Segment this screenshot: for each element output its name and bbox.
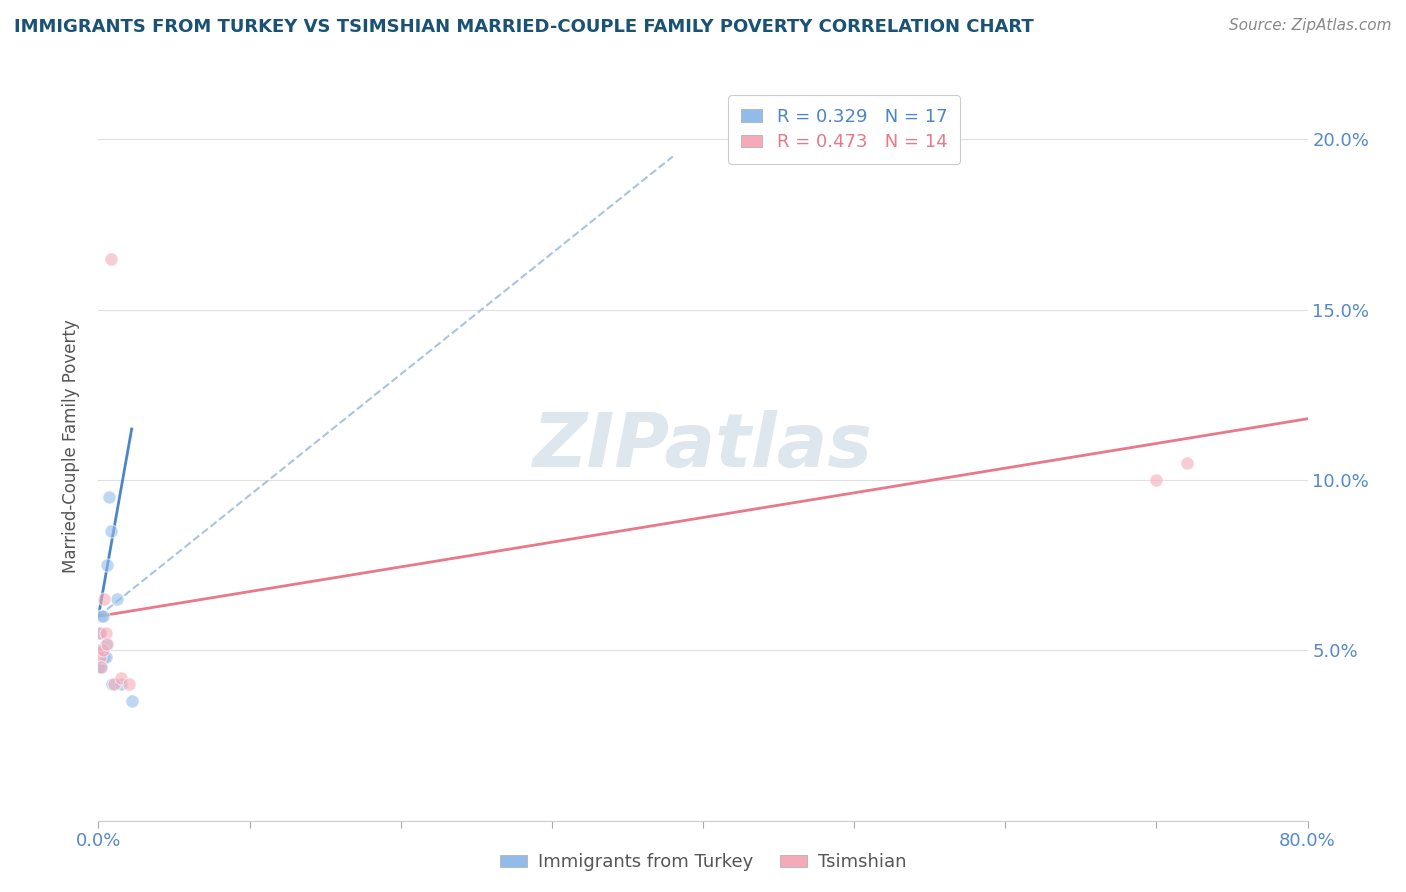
Point	[90, 660, 112, 674]
Y-axis label: Married-Couple Family Poverty: Married-Couple Family Poverty	[62, 319, 80, 573]
Point	[100, 252, 122, 266]
Point	[1175, 456, 1198, 470]
Point	[90, 609, 112, 624]
Point	[110, 677, 132, 691]
Point	[94, 650, 117, 665]
Point	[89, 626, 111, 640]
Point	[87, 643, 110, 657]
Legend: Immigrants from Turkey, Tsimshian: Immigrants from Turkey, Tsimshian	[492, 847, 914, 879]
Point	[89, 650, 111, 665]
Point	[103, 677, 125, 691]
Point	[1144, 473, 1167, 487]
Point	[96, 558, 118, 573]
Text: Source: ZipAtlas.com: Source: ZipAtlas.com	[1229, 18, 1392, 33]
Text: ZIPatlas: ZIPatlas	[533, 409, 873, 483]
Point	[91, 609, 114, 624]
Point	[96, 636, 118, 650]
Point	[89, 643, 111, 657]
Point	[90, 660, 112, 674]
Text: IMMIGRANTS FROM TURKEY VS TSIMSHIAN MARRIED-COUPLE FAMILY POVERTY CORRELATION CH: IMMIGRANTS FROM TURKEY VS TSIMSHIAN MARR…	[14, 18, 1033, 36]
Point	[98, 490, 121, 504]
Legend: R = 0.329   N = 17, R = 0.473   N = 14: R = 0.329 N = 17, R = 0.473 N = 14	[728, 95, 960, 164]
Point	[87, 643, 110, 657]
Point	[93, 650, 115, 665]
Point	[101, 677, 124, 691]
Point	[105, 592, 128, 607]
Point	[110, 671, 132, 685]
Point	[118, 677, 141, 691]
Point	[89, 626, 111, 640]
Point	[94, 636, 117, 650]
Point	[121, 694, 143, 708]
Point	[94, 626, 117, 640]
Point	[100, 524, 122, 538]
Point	[91, 643, 114, 657]
Point	[87, 660, 110, 674]
Point	[93, 592, 115, 607]
